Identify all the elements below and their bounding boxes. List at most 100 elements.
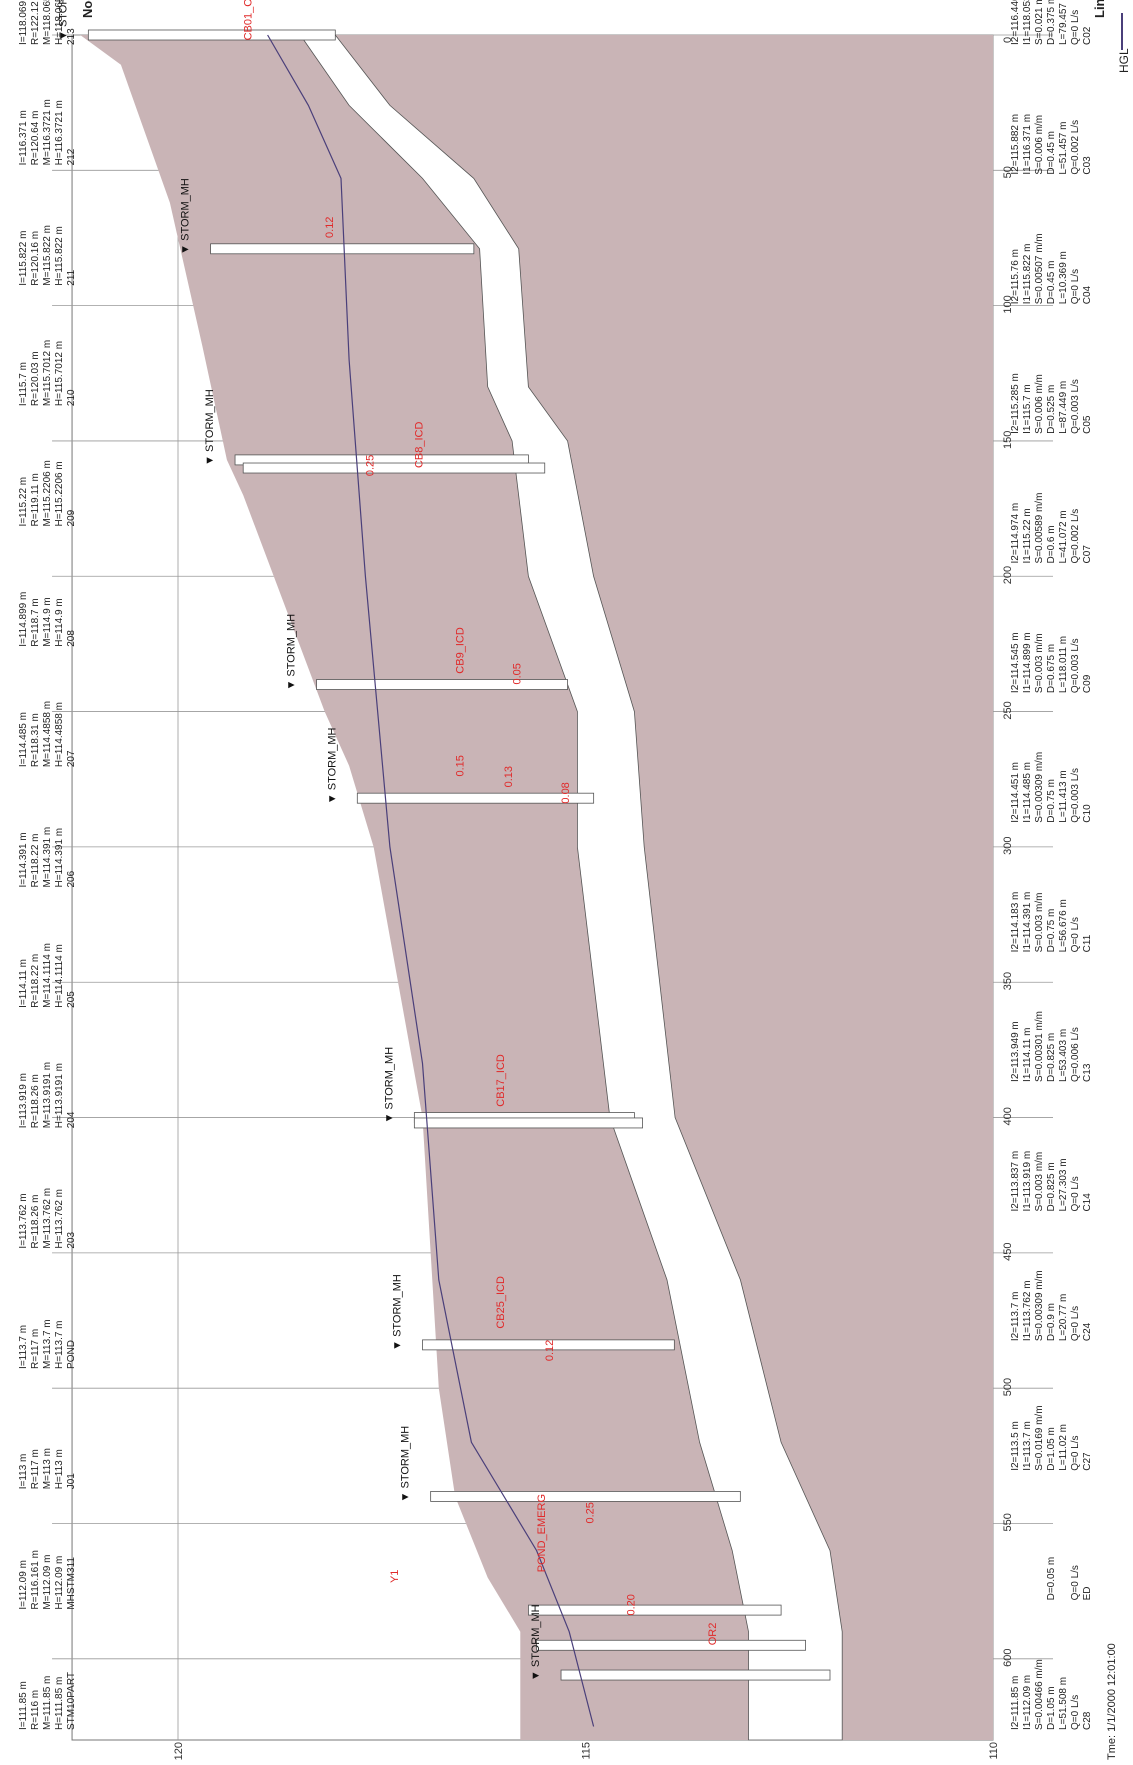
legend-hgl-label: HGL (1117, 48, 1131, 73)
node-value: H=113.7 m (54, 1320, 65, 1368)
x-tick-label: 0 (1002, 37, 1014, 43)
node-name: J01 (66, 1473, 77, 1490)
annotation-label: OR2 (707, 1623, 719, 1646)
link-value: S=0.0169 m/m (1034, 1405, 1045, 1470)
link-value: L=79.457 m (1058, 0, 1069, 45)
link-value: S=0.003 m/m (1034, 893, 1045, 953)
node-name: 204 (66, 1111, 77, 1128)
manhole (242, 462, 546, 474)
link-name: C14 (1082, 1193, 1093, 1212)
node-value: I=114.899 m (18, 592, 29, 647)
link-value: I1=116.371 m (1022, 114, 1033, 175)
node-value: H=115.7012 m (54, 341, 65, 406)
annotation-label: Y1 (389, 1570, 401, 1583)
hgl-line (267, 34, 595, 1727)
link-value: Q=0 L/s (1070, 1435, 1081, 1470)
x-tick-label: 550 (1002, 1513, 1014, 1531)
link-value: L=87.449 m (1058, 381, 1069, 434)
link-value: I2=114.974 m (1010, 503, 1021, 564)
link-value: D=0.75 m (1046, 779, 1057, 823)
node-value: I=114.485 m (18, 712, 29, 767)
link-value: I2=115.76 m (1010, 249, 1021, 304)
node-value: M=113.9191 m (42, 1062, 53, 1128)
link-value: S=0.003 m/m (1034, 633, 1045, 693)
manhole-layer: ▼ STORM_MH ▼ STORM_MH ▼ STORM_MH ▼ STORM_MH… (57, 0, 831, 1681)
node-value: R=118.7 m (30, 598, 41, 646)
link-value: S=0.00466 m/m (1034, 1659, 1045, 1730)
node-value: H=115.2206 m (54, 461, 65, 526)
manhole (316, 679, 568, 690)
link-value: I2=113.5 m (1010, 1421, 1021, 1471)
link-value: S=0.00309 m/m (1034, 752, 1045, 823)
link-value: I2=113.949 m (1010, 1021, 1021, 1082)
pipe-layer (299, 34, 843, 1741)
node-value: M=113 m (42, 1448, 53, 1489)
link-value: L=27.303 m (1058, 1158, 1069, 1211)
link-value: D=0.05 m (1046, 1557, 1057, 1601)
link-value: I1=115.822 m (1022, 244, 1033, 305)
tick-labels: 0 50 100 150 200 250 300 350 400 450 500 550 600 110 1… (173, 37, 1014, 1760)
link-value: I2=115.285 m (1010, 373, 1021, 434)
node-value: M=115.822 m (42, 225, 53, 286)
manhole (87, 29, 336, 41)
annotation-label: CB8_ICD (414, 421, 426, 468)
link-value: L=11.02 m (1058, 1424, 1069, 1471)
link-value: L=11.413 m (1058, 770, 1069, 822)
link-name: C05 (1082, 415, 1093, 434)
annotation-label: CB25_ICD (495, 1276, 507, 1329)
node-value: I=116.371 m (18, 110, 29, 165)
node-name: 213 (66, 28, 77, 45)
link-value: D=0.45 m (1046, 131, 1057, 175)
node-value: H=111.85 m (54, 1677, 65, 1730)
y-tick-label: 115 (581, 1742, 593, 1760)
link-value: Q=0 L/s (1070, 917, 1081, 952)
link-value: D=0.825 m (1046, 1162, 1057, 1211)
node-name: 207 (66, 750, 77, 767)
link-name: C13 (1082, 1063, 1093, 1082)
node-value: M=115.7012 m (42, 340, 53, 406)
node-value: R=119.11 m (30, 473, 41, 526)
link-value: S=0.006 m/m (1034, 374, 1045, 434)
link-value: I1=114.391 m (1022, 892, 1033, 953)
link-value: D=0.75 m (1046, 909, 1057, 953)
link-value: Q=0.003 L/s (1070, 638, 1081, 693)
node-name: 211 (66, 269, 77, 285)
node-value: H=114.391 m (54, 828, 65, 888)
node-value: H=114.4858 m (54, 702, 65, 767)
link-value: L=53.403 m (1058, 1029, 1069, 1082)
node-value: R=118.22 m (30, 833, 41, 887)
link-value: D=1.05 m (1046, 1686, 1057, 1730)
link-name: C10 (1082, 804, 1093, 823)
link-name: C09 (1082, 674, 1093, 693)
link-value: D=0.6 m (1046, 525, 1057, 563)
node-value: H=116.3721 m (54, 100, 65, 165)
manhole-label: ▼ STORM_MH (392, 1274, 404, 1351)
node-value: I=113.762 m (18, 1193, 29, 1248)
x-tick-label: 150 (1002, 431, 1014, 449)
node-value: I=118.069 m (18, 0, 29, 45)
manhole (560, 1669, 831, 1681)
node-value: M=115.2206 m (42, 460, 53, 526)
link-value: Q=0.002 L/s (1070, 509, 1081, 564)
manhole-label: ▼ STORM_MH (530, 1604, 542, 1681)
node-name: 203 (66, 1231, 77, 1248)
node-value: M=114.4858 m (42, 701, 53, 767)
node-name: 212 (66, 148, 77, 165)
link-value: D=0.45 m (1046, 261, 1057, 305)
link-value: S=0.00301 m/m (1034, 1011, 1045, 1082)
link-name: C11 (1082, 934, 1093, 952)
link-value: I2=113.837 m (1010, 1151, 1021, 1212)
links-title: Links: (1092, 0, 1107, 18)
node-value: I=113.919 m (18, 1073, 29, 1128)
node-value: M=116.3721 m (42, 99, 53, 165)
link-name: C02 (1082, 26, 1093, 45)
link-value: Q=0 L/s (1070, 1565, 1081, 1600)
node-value: H=112.09 m (54, 1556, 65, 1610)
link-value: I2=114.545 m (1010, 632, 1021, 693)
node-value: I=113 m (18, 1454, 29, 1490)
node-value: H=118.0659 m (54, 0, 65, 45)
manhole-label: ▼ STORM_MH (180, 178, 192, 255)
x-tick-label: 100 (1002, 295, 1014, 313)
